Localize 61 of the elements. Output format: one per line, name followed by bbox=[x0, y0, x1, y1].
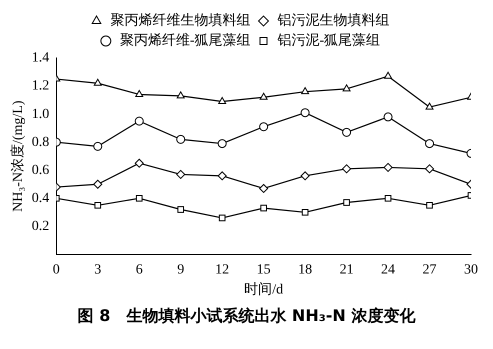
x-tick-label: 15 bbox=[256, 262, 271, 278]
x-tick-label: 3 bbox=[94, 262, 102, 278]
point bbox=[134, 158, 144, 168]
legend-label: 聚丙烯纤维生物填料组 bbox=[110, 12, 250, 29]
point bbox=[259, 184, 268, 193]
point bbox=[176, 91, 185, 98]
legend-label: 聚丙烯纤维-狐尾藻组 bbox=[120, 32, 251, 49]
point bbox=[260, 92, 268, 100]
point bbox=[302, 208, 308, 216]
point bbox=[301, 87, 310, 94]
x-tick-label: 21 bbox=[340, 262, 354, 278]
point bbox=[94, 202, 102, 209]
x-tick-label: 6 bbox=[136, 262, 143, 278]
caption: 图 8 生物填料小试系统出水 NH₃-N 浓度变化 bbox=[76, 306, 416, 327]
x-tick-label: 18 bbox=[298, 262, 312, 278]
point bbox=[260, 204, 267, 212]
point bbox=[259, 122, 268, 132]
y-tick-label: 0.4 bbox=[32, 190, 50, 206]
point bbox=[343, 199, 350, 206]
point bbox=[384, 112, 393, 122]
x-tick-label: 30 bbox=[464, 262, 478, 278]
legend-label: 铝污泥生物填料组 bbox=[276, 12, 390, 29]
point bbox=[218, 214, 226, 222]
y-axis-title: NH₃-N浓度/(mg/L) bbox=[10, 100, 26, 212]
point bbox=[384, 194, 392, 202]
x-tick-label: 0 bbox=[52, 262, 60, 278]
point bbox=[135, 90, 144, 97]
y-tick-label: 0.2 bbox=[32, 219, 50, 234]
y-tick-label: 0.6 bbox=[32, 162, 50, 178]
point bbox=[218, 139, 227, 148]
point bbox=[218, 171, 227, 180]
point bbox=[426, 102, 434, 110]
point bbox=[176, 170, 186, 179]
point bbox=[384, 162, 393, 172]
x-tick-label: 27 bbox=[422, 262, 437, 278]
legend-label: 铝污泥-狐尾藻组 bbox=[276, 32, 380, 49]
point bbox=[93, 142, 102, 151]
y-tick-label: 1.2 bbox=[32, 78, 50, 94]
point bbox=[425, 164, 434, 174]
x-tick-label: 9 bbox=[177, 262, 184, 278]
point bbox=[342, 164, 352, 174]
point bbox=[384, 72, 392, 79]
point bbox=[134, 116, 144, 126]
x-tick-label: 24 bbox=[381, 262, 396, 278]
point bbox=[342, 128, 352, 137]
point bbox=[136, 194, 143, 202]
x-axis-title: 时间/d bbox=[244, 281, 284, 298]
point bbox=[426, 202, 433, 209]
point bbox=[300, 171, 310, 180]
x-tick-label: 12 bbox=[215, 262, 230, 278]
y-tick-label: 1.4 bbox=[32, 50, 50, 66]
point bbox=[93, 180, 102, 189]
point bbox=[342, 84, 351, 92]
point bbox=[94, 78, 102, 86]
point bbox=[176, 134, 186, 144]
point bbox=[177, 206, 184, 213]
y-tick-label: 1.0 bbox=[32, 106, 50, 122]
point bbox=[425, 139, 434, 148]
point bbox=[218, 96, 226, 104]
y-tick-label: 0.8 bbox=[32, 134, 50, 150]
point bbox=[300, 108, 310, 118]
